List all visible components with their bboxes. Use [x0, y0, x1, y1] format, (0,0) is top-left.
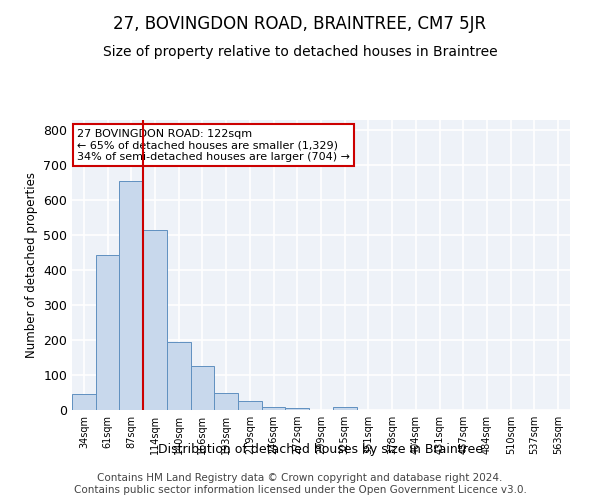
- Text: 27, BOVINGDON ROAD, BRAINTREE, CM7 5JR: 27, BOVINGDON ROAD, BRAINTREE, CM7 5JR: [113, 15, 487, 33]
- Y-axis label: Number of detached properties: Number of detached properties: [25, 172, 38, 358]
- Bar: [72, 394, 96, 410]
- Bar: [262, 406, 286, 410]
- Bar: [191, 366, 214, 410]
- Bar: [119, 181, 143, 410]
- Text: 27 BOVINGDON ROAD: 122sqm
← 65% of detached houses are smaller (1,329)
34% of se: 27 BOVINGDON ROAD: 122sqm ← 65% of detac…: [77, 128, 350, 162]
- Bar: [143, 230, 167, 410]
- Bar: [333, 406, 356, 410]
- Bar: [214, 393, 238, 410]
- Bar: [286, 408, 309, 410]
- Text: Contains HM Land Registry data © Crown copyright and database right 2024.
Contai: Contains HM Land Registry data © Crown c…: [74, 474, 526, 495]
- Bar: [238, 402, 262, 410]
- Bar: [167, 342, 191, 410]
- Text: Distribution of detached houses by size in Braintree: Distribution of detached houses by size …: [158, 442, 484, 456]
- Text: Size of property relative to detached houses in Braintree: Size of property relative to detached ho…: [103, 45, 497, 59]
- Bar: [96, 254, 119, 410]
